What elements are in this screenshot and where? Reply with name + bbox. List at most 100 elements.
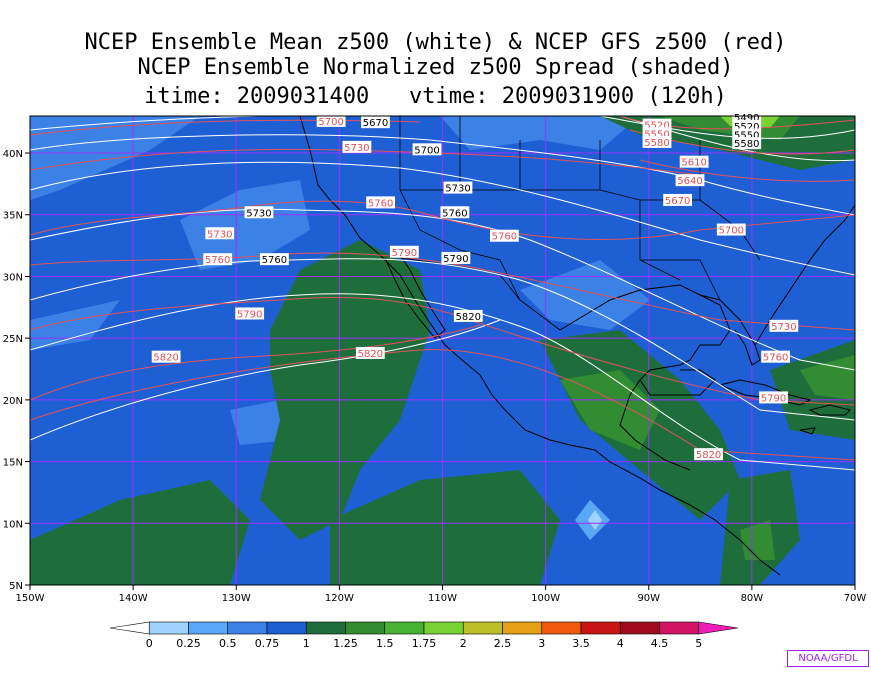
red-contour-label: 5760 xyxy=(205,255,230,266)
red-contour-label-box xyxy=(205,227,235,240)
coastline-yucatan xyxy=(639,369,716,396)
colorbar-label: 2.5 xyxy=(494,637,512,650)
coastline-gulf xyxy=(559,284,731,471)
colorbar-label: 1.75 xyxy=(412,637,437,650)
red-contour-label-box xyxy=(769,319,799,332)
white-contour-label-box xyxy=(412,143,442,156)
red-contour-label-box xyxy=(716,223,746,236)
red-contour-label-box xyxy=(389,245,419,258)
white-contour-label: 5760 xyxy=(262,255,287,266)
shade-mgreen-1 xyxy=(560,370,660,450)
red-contour-label-box xyxy=(759,391,788,404)
white-contour-label: 5520 xyxy=(734,122,759,133)
red-contour-label-box xyxy=(489,229,519,242)
white-line-5760 xyxy=(30,208,855,371)
colorbar-label: 1.5 xyxy=(376,637,394,650)
red-contour-label-box xyxy=(316,114,346,127)
red-contour-label: 5790 xyxy=(392,248,417,259)
title-line-3: itime: 2009031400 vtime: 2009031900 (120… xyxy=(144,84,727,109)
red-contour-label: 5640 xyxy=(677,176,702,187)
colorbar-label: 5 xyxy=(695,637,702,650)
lat-tick-label: 10N xyxy=(3,519,23,530)
white-contour-label: 5700 xyxy=(414,145,439,156)
lon-tick-label: 120W xyxy=(325,593,354,604)
white-contour-label-box xyxy=(244,206,274,219)
lat-tick-label: 5N xyxy=(9,581,23,592)
red-line-5790b xyxy=(30,296,855,406)
red-line-5760 xyxy=(30,200,855,240)
colorbar-swatch xyxy=(698,621,739,635)
colorbar-swatch xyxy=(619,621,660,635)
red-contour-label-box xyxy=(235,307,265,320)
red-contour-label: 5670 xyxy=(665,196,690,207)
red-contour-label: 5520 xyxy=(644,121,669,132)
lat-tick-label: 20N xyxy=(3,396,23,407)
red-contour-label: 5760 xyxy=(492,232,517,243)
colorbar-swatch xyxy=(541,621,582,635)
red-contour-label-box xyxy=(355,346,385,359)
credit-label: NOAA/GFDL xyxy=(787,650,869,667)
red-contour-label-box xyxy=(203,253,233,266)
red-contour-label: 5730 xyxy=(344,143,369,154)
lat-tick-label: 25N xyxy=(3,334,23,345)
shade-green-sw xyxy=(30,480,250,585)
colorbar-swatch xyxy=(659,621,700,635)
red-contour-label: 5550 xyxy=(644,129,669,140)
red-contour-label-box xyxy=(663,193,693,206)
red-contour-label: 5700 xyxy=(318,117,343,128)
red-contours xyxy=(30,116,855,461)
red-contour-label: 5730 xyxy=(771,322,796,333)
white-contour-label-box xyxy=(440,206,470,219)
red-contour-label: 5760 xyxy=(368,198,393,209)
title-line-2: NCEP Ensemble Normalized z500 Spread (sh… xyxy=(137,55,734,80)
colorbar-label: 4 xyxy=(617,637,624,650)
white-line-5820 xyxy=(30,293,855,471)
shade-mgreen-carib xyxy=(800,355,855,400)
colorbar-swatch xyxy=(227,621,268,635)
colorbar-label: 1 xyxy=(303,637,310,650)
red-contour-label-box xyxy=(642,118,672,131)
red-contour-label: 5820 xyxy=(358,349,383,360)
white-contour-label-box xyxy=(732,137,762,150)
white-contour-label: 5730 xyxy=(445,184,470,195)
red-contour-label: 5700 xyxy=(719,226,744,237)
lat-tick-label: 15N xyxy=(3,458,23,469)
red-contour-label: 5820 xyxy=(153,353,178,364)
coastline-florida xyxy=(699,294,761,366)
red-contour-label-box xyxy=(675,174,705,187)
red-line-5640 xyxy=(639,159,855,182)
lon-tick-label: 110W xyxy=(428,593,457,604)
colorbar-swatch xyxy=(109,621,150,635)
white-contour-label-box xyxy=(361,116,390,129)
red-contour-label-box xyxy=(342,140,372,153)
contour-lines xyxy=(30,116,855,471)
coastline-baja xyxy=(384,254,446,339)
colorbar-label: 3.5 xyxy=(572,637,590,650)
colorbar-label: 4.5 xyxy=(651,637,669,650)
shade-mgreen-ca xyxy=(740,520,775,560)
coastline-west xyxy=(299,116,781,576)
red-line-5820 xyxy=(30,324,481,401)
colorbar-label: 2 xyxy=(460,637,467,650)
lon-tick-label: 140W xyxy=(119,593,148,604)
red-contour-label: 5580 xyxy=(644,138,669,149)
lat-tick-label: 30N xyxy=(3,272,23,283)
colorbar-label: 1.25 xyxy=(333,637,358,650)
colorbar-label: 3 xyxy=(538,637,545,650)
lat-tick-label: 40N xyxy=(3,149,23,160)
white-contour-label: 5790 xyxy=(443,254,468,265)
shade-green-south xyxy=(330,470,560,585)
colorbar-swatch xyxy=(148,621,189,635)
shade-diamond-2 xyxy=(588,510,602,530)
colorbar-swatch xyxy=(305,621,346,635)
colorbar-swatch xyxy=(580,621,621,635)
red-contour-label-box xyxy=(694,448,723,461)
colorbar-swatch xyxy=(266,621,307,635)
white-contour-label: 5550 xyxy=(734,131,759,142)
coastline-islands xyxy=(799,404,851,435)
white-line-5700 xyxy=(30,134,855,216)
white-line-5790 xyxy=(30,258,855,421)
latitude-axis: 5N 10N 15N 20N 25N 30N 35N 40N xyxy=(3,149,30,592)
red-line-5730a xyxy=(30,148,701,176)
